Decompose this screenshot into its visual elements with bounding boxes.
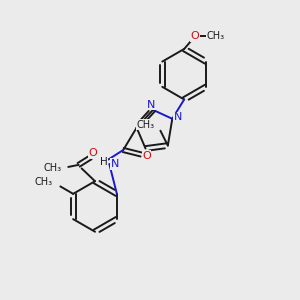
Text: CH₃: CH₃: [136, 120, 155, 130]
Text: O: O: [142, 151, 151, 161]
Text: N: N: [111, 159, 119, 169]
Text: CH₃: CH₃: [34, 177, 52, 187]
Text: H: H: [100, 158, 108, 167]
Text: N: N: [173, 112, 182, 122]
Text: N: N: [147, 100, 156, 110]
Text: CH₃: CH₃: [207, 31, 225, 41]
Text: O: O: [88, 148, 97, 158]
Text: O: O: [190, 32, 199, 41]
Text: CH₃: CH₃: [44, 164, 62, 173]
